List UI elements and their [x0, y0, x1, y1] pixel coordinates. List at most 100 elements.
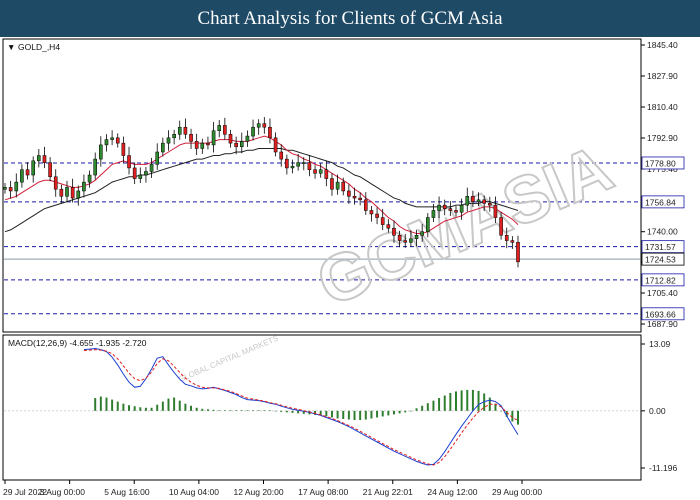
macd-histogram-bar	[426, 403, 429, 411]
level-tag-label: 1778.80	[645, 158, 676, 168]
candle-up	[20, 169, 24, 183]
price-tick-label: 1740.00	[647, 227, 678, 237]
level-tag-box	[641, 240, 685, 254]
ma-black-line	[4, 148, 519, 233]
candle-up	[318, 169, 323, 174]
macd-histogram-bar	[285, 410, 288, 413]
candle-down	[8, 187, 13, 192]
macd-histogram-bar	[398, 410, 401, 414]
level-tag-label: 1756.84	[645, 197, 676, 207]
macd-histogram-bar	[330, 410, 333, 418]
current-price-tag-box	[641, 252, 685, 266]
macd-histogram-bar	[167, 398, 170, 411]
candle-up	[144, 171, 148, 176]
macd-histogram-bar	[105, 397, 108, 411]
candle-down	[471, 196, 475, 202]
price-tick-label: 1705.40	[647, 288, 678, 298]
candle-up	[245, 135, 250, 142]
macd-histogram-bar	[212, 409, 215, 411]
macd-histogram-bar	[500, 410, 503, 412]
macd-histogram-bar	[173, 397, 176, 411]
candle-down	[454, 210, 458, 213]
candle-down	[330, 178, 334, 190]
ma-red-line	[4, 135, 519, 234]
candle-up	[217, 125, 222, 131]
candle-up	[431, 210, 436, 218]
chart-canvas: GCMASIA GLOBAL CAPITAL MARKETS 1845.4018…	[2, 38, 685, 497]
macd-histogram-bar	[280, 410, 283, 412]
candle-up	[31, 160, 35, 176]
macd-histogram-bar	[449, 392, 452, 411]
candle-down	[228, 134, 233, 144]
macd-histogram-bar	[218, 410, 221, 411]
candle-up	[335, 181, 340, 190]
candle-up	[99, 144, 103, 160]
macd-histogram-bar	[150, 407, 153, 411]
candle-down	[25, 169, 30, 176]
macd-histogram-bar	[517, 410, 519, 425]
candle-up	[138, 174, 143, 179]
candle-down	[516, 242, 520, 263]
macd-tick-label: -11.196	[649, 463, 677, 473]
macd-histogram-bar	[240, 410, 243, 411]
candle-down	[392, 227, 396, 236]
macd-histogram-bar	[381, 410, 384, 417]
candle-up	[296, 162, 300, 167]
chart-title-banner: Chart Analysis for Clients of GCM Asia	[0, 0, 700, 37]
candle-up	[155, 151, 160, 165]
candle-up	[177, 126, 182, 135]
macd-histogram-bar	[319, 410, 322, 416]
time-tick-label: 10 Aug 04:00	[169, 487, 219, 497]
candle-down	[504, 235, 509, 241]
chart-title: Chart Analysis for Clients of GCM Asia	[197, 7, 503, 29]
candle-up	[211, 130, 216, 146]
candle-down	[403, 240, 408, 243]
price-tick-label: 1827.90	[647, 71, 678, 81]
candle-down	[341, 181, 346, 192]
candle-up	[65, 187, 69, 197]
candle-up	[82, 181, 86, 192]
candle-up	[414, 235, 419, 240]
time-tick-label: 29 Jul 2022	[3, 487, 47, 497]
macd-histogram-bar	[494, 403, 497, 411]
symbol-arrow-icon: ▼	[7, 42, 15, 52]
candle-up	[426, 217, 430, 232]
macd-label: MACD(12,26,9) -4.655 -1.935 -2.720	[8, 338, 147, 348]
candle-up	[437, 204, 441, 211]
price-tick-label: 1687.90	[647, 319, 678, 329]
macd-histogram-bar	[336, 410, 339, 419]
time-tick-label: 5 Aug 16:00	[104, 487, 150, 497]
macd-histogram-bar	[257, 410, 260, 411]
macd-histogram-bar	[195, 407, 198, 411]
candle-up	[239, 141, 244, 147]
macd-histogram-bar	[252, 410, 255, 411]
candle-down	[59, 188, 64, 197]
level-tag-label: 1693.66	[645, 309, 676, 319]
macd-histogram-bar	[325, 410, 328, 417]
macd-histogram-bar	[139, 407, 142, 411]
macd-histogram-bar	[161, 401, 164, 411]
candle-down	[499, 217, 503, 236]
macd-histogram-bar	[122, 403, 125, 411]
macd-histogram-bar	[432, 400, 435, 411]
moving-average-black	[4, 148, 519, 233]
macd-histogram-bar	[99, 396, 102, 411]
candle-up	[76, 190, 81, 199]
level-tag-box	[641, 195, 685, 209]
level-tag-label: 1731.57	[645, 242, 676, 252]
macd-histogram-bar	[206, 409, 209, 411]
candle-down	[488, 203, 492, 206]
macd-histogram-bar	[409, 410, 412, 412]
price-panel-frame	[2, 38, 642, 333]
macd-histogram-bar	[178, 400, 181, 411]
macd-histogram-bar	[353, 410, 356, 421]
macd-histogram-bar	[201, 408, 204, 411]
candle-down	[285, 158, 289, 169]
candle-down	[127, 155, 131, 169]
macd-line	[83, 347, 519, 466]
macd-histogram-bar	[116, 401, 119, 411]
macd-tick-label: 0.00	[649, 406, 666, 416]
candle-down	[347, 190, 351, 197]
macd-histogram-bar	[291, 410, 294, 413]
